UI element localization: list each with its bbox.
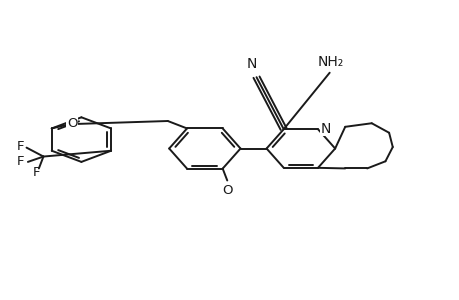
Text: N: N <box>319 122 330 136</box>
Text: N: N <box>246 57 257 71</box>
Text: O: O <box>67 117 78 130</box>
Text: F: F <box>17 155 24 168</box>
Text: F: F <box>17 140 24 153</box>
Text: F: F <box>33 167 40 179</box>
Text: NH₂: NH₂ <box>317 55 343 69</box>
Text: O: O <box>222 184 232 197</box>
